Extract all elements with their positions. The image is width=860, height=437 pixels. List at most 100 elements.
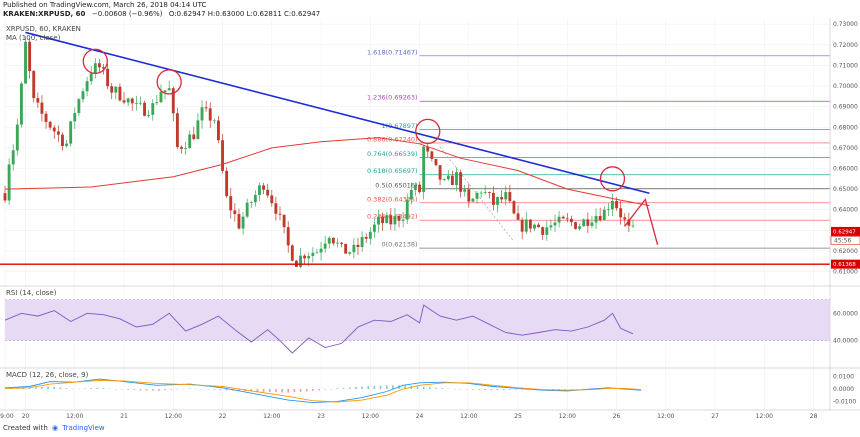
- candle-body: [578, 226, 582, 229]
- candle-body: [311, 252, 315, 257]
- candle-body: [574, 222, 577, 229]
- candle-body: [582, 219, 586, 227]
- macd-tick-label: -0.0100: [833, 398, 856, 405]
- macd-line: [4, 378, 642, 404]
- x-tick-label: 19:00: [0, 413, 14, 420]
- candle-body: [81, 91, 85, 100]
- candle-body: [611, 200, 614, 210]
- candle-body: [331, 237, 335, 244]
- candle-body: [344, 243, 348, 254]
- macd-histogram-bar: [435, 387, 437, 389]
- candle-body: [89, 73, 93, 82]
- signal-line: [4, 379, 642, 403]
- price-tick-label: 0.73000: [833, 21, 858, 28]
- macd-histogram-bar: [367, 386, 370, 389]
- fib-level-label: 1(0.67897): [381, 122, 417, 130]
- rsi-legend: RSI (14, close): [6, 289, 57, 297]
- candle-body: [139, 102, 142, 104]
- macd-histogram-bar: [127, 389, 129, 390]
- macd-histogram-bar: [312, 389, 314, 391]
- macd-histogram-bar: [84, 388, 86, 389]
- candle-body: [590, 222, 594, 226]
- published-info: Published on TradingView.com, March 26, …: [3, 1, 207, 9]
- x-tick-label: 12:00: [66, 413, 83, 420]
- candle-body: [270, 195, 274, 204]
- x-tick-label: 12:00: [559, 413, 576, 420]
- ma-line: [4, 137, 650, 207]
- candle-body: [516, 213, 520, 220]
- candle-body: [126, 98, 130, 103]
- x-tick-label: 26: [613, 413, 621, 420]
- candle-body: [216, 120, 220, 141]
- macd-histogram-bar: [324, 389, 326, 390]
- candle-body: [262, 185, 266, 190]
- support-tag: [831, 259, 860, 269]
- candle-body: [32, 71, 36, 99]
- macd-histogram-bar: [490, 389, 493, 391]
- candle-body: [237, 213, 241, 229]
- macd-histogram-bar: [225, 389, 228, 391]
- candle-body: [561, 216, 565, 219]
- macd-histogram-bar: [90, 388, 92, 389]
- candle-body: [414, 184, 417, 190]
- macd-histogram-bar: [392, 385, 394, 389]
- chart-overlays: [0, 31, 830, 265]
- macd-histogram-bar: [188, 388, 191, 389]
- candle-body: [282, 214, 286, 228]
- fib-level-label: 0.5(0.65016): [375, 181, 417, 189]
- trendline: [25, 31, 650, 195]
- macd-histogram-bar: [336, 388, 339, 389]
- candle-body: [508, 192, 512, 202]
- candle-body: [352, 244, 356, 253]
- fib-level-label: 0.382(0.64335): [367, 195, 418, 203]
- candle-body: [340, 242, 344, 244]
- candle-body: [627, 219, 631, 226]
- macd-histogram-bar: [299, 389, 302, 392]
- candle-body: [533, 224, 536, 229]
- candle-body: [356, 244, 360, 248]
- candle-body: [106, 68, 110, 87]
- x-tick-label: 22: [219, 413, 227, 420]
- macd-histogram-bar: [465, 389, 468, 390]
- candle-body: [557, 216, 561, 223]
- macd-histogram-bar: [509, 389, 511, 390]
- price-tick-label: 0.66000: [833, 165, 858, 172]
- candle-body: [528, 219, 532, 229]
- candle-body: [307, 256, 311, 259]
- macd-histogram-bar: [515, 389, 517, 390]
- candle-body: [397, 215, 401, 221]
- candle-body: [52, 127, 56, 132]
- candle-body: [188, 134, 192, 149]
- candle-body: [377, 216, 380, 225]
- macd-histogram-bar: [564, 389, 567, 390]
- candle-body: [175, 113, 179, 147]
- x-tick-label: 12:00: [165, 413, 182, 420]
- candle-body: [615, 200, 619, 209]
- candle-body: [631, 225, 635, 227]
- last-price-label: 0.62947: [833, 229, 856, 235]
- candle-body: [487, 192, 491, 193]
- candle-body: [61, 134, 64, 147]
- x-tick-label: 28: [810, 413, 818, 420]
- candle-body: [541, 227, 545, 235]
- candle-body: [430, 151, 434, 159]
- candle-body: [245, 202, 249, 217]
- macd-histogram-bar: [361, 386, 363, 389]
- candlestick-series: [3, 36, 635, 269]
- candle-body: [159, 91, 163, 103]
- candle-body: [118, 86, 122, 101]
- candle-body: [418, 184, 421, 193]
- candle-body: [368, 231, 372, 239]
- candle-body: [73, 113, 77, 122]
- candle-body: [24, 41, 27, 84]
- candle-body: [602, 209, 606, 221]
- candle-body: [221, 140, 224, 171]
- footer-brand[interactable]: TradingView: [62, 424, 105, 432]
- candle-body: [327, 237, 331, 244]
- macd-histogram-bar: [28, 387, 31, 389]
- x-tick-label: 21: [120, 413, 128, 420]
- candle-body: [381, 216, 385, 223]
- candle-body: [65, 143, 69, 147]
- candle-body: [274, 203, 278, 214]
- candle-body: [450, 175, 454, 186]
